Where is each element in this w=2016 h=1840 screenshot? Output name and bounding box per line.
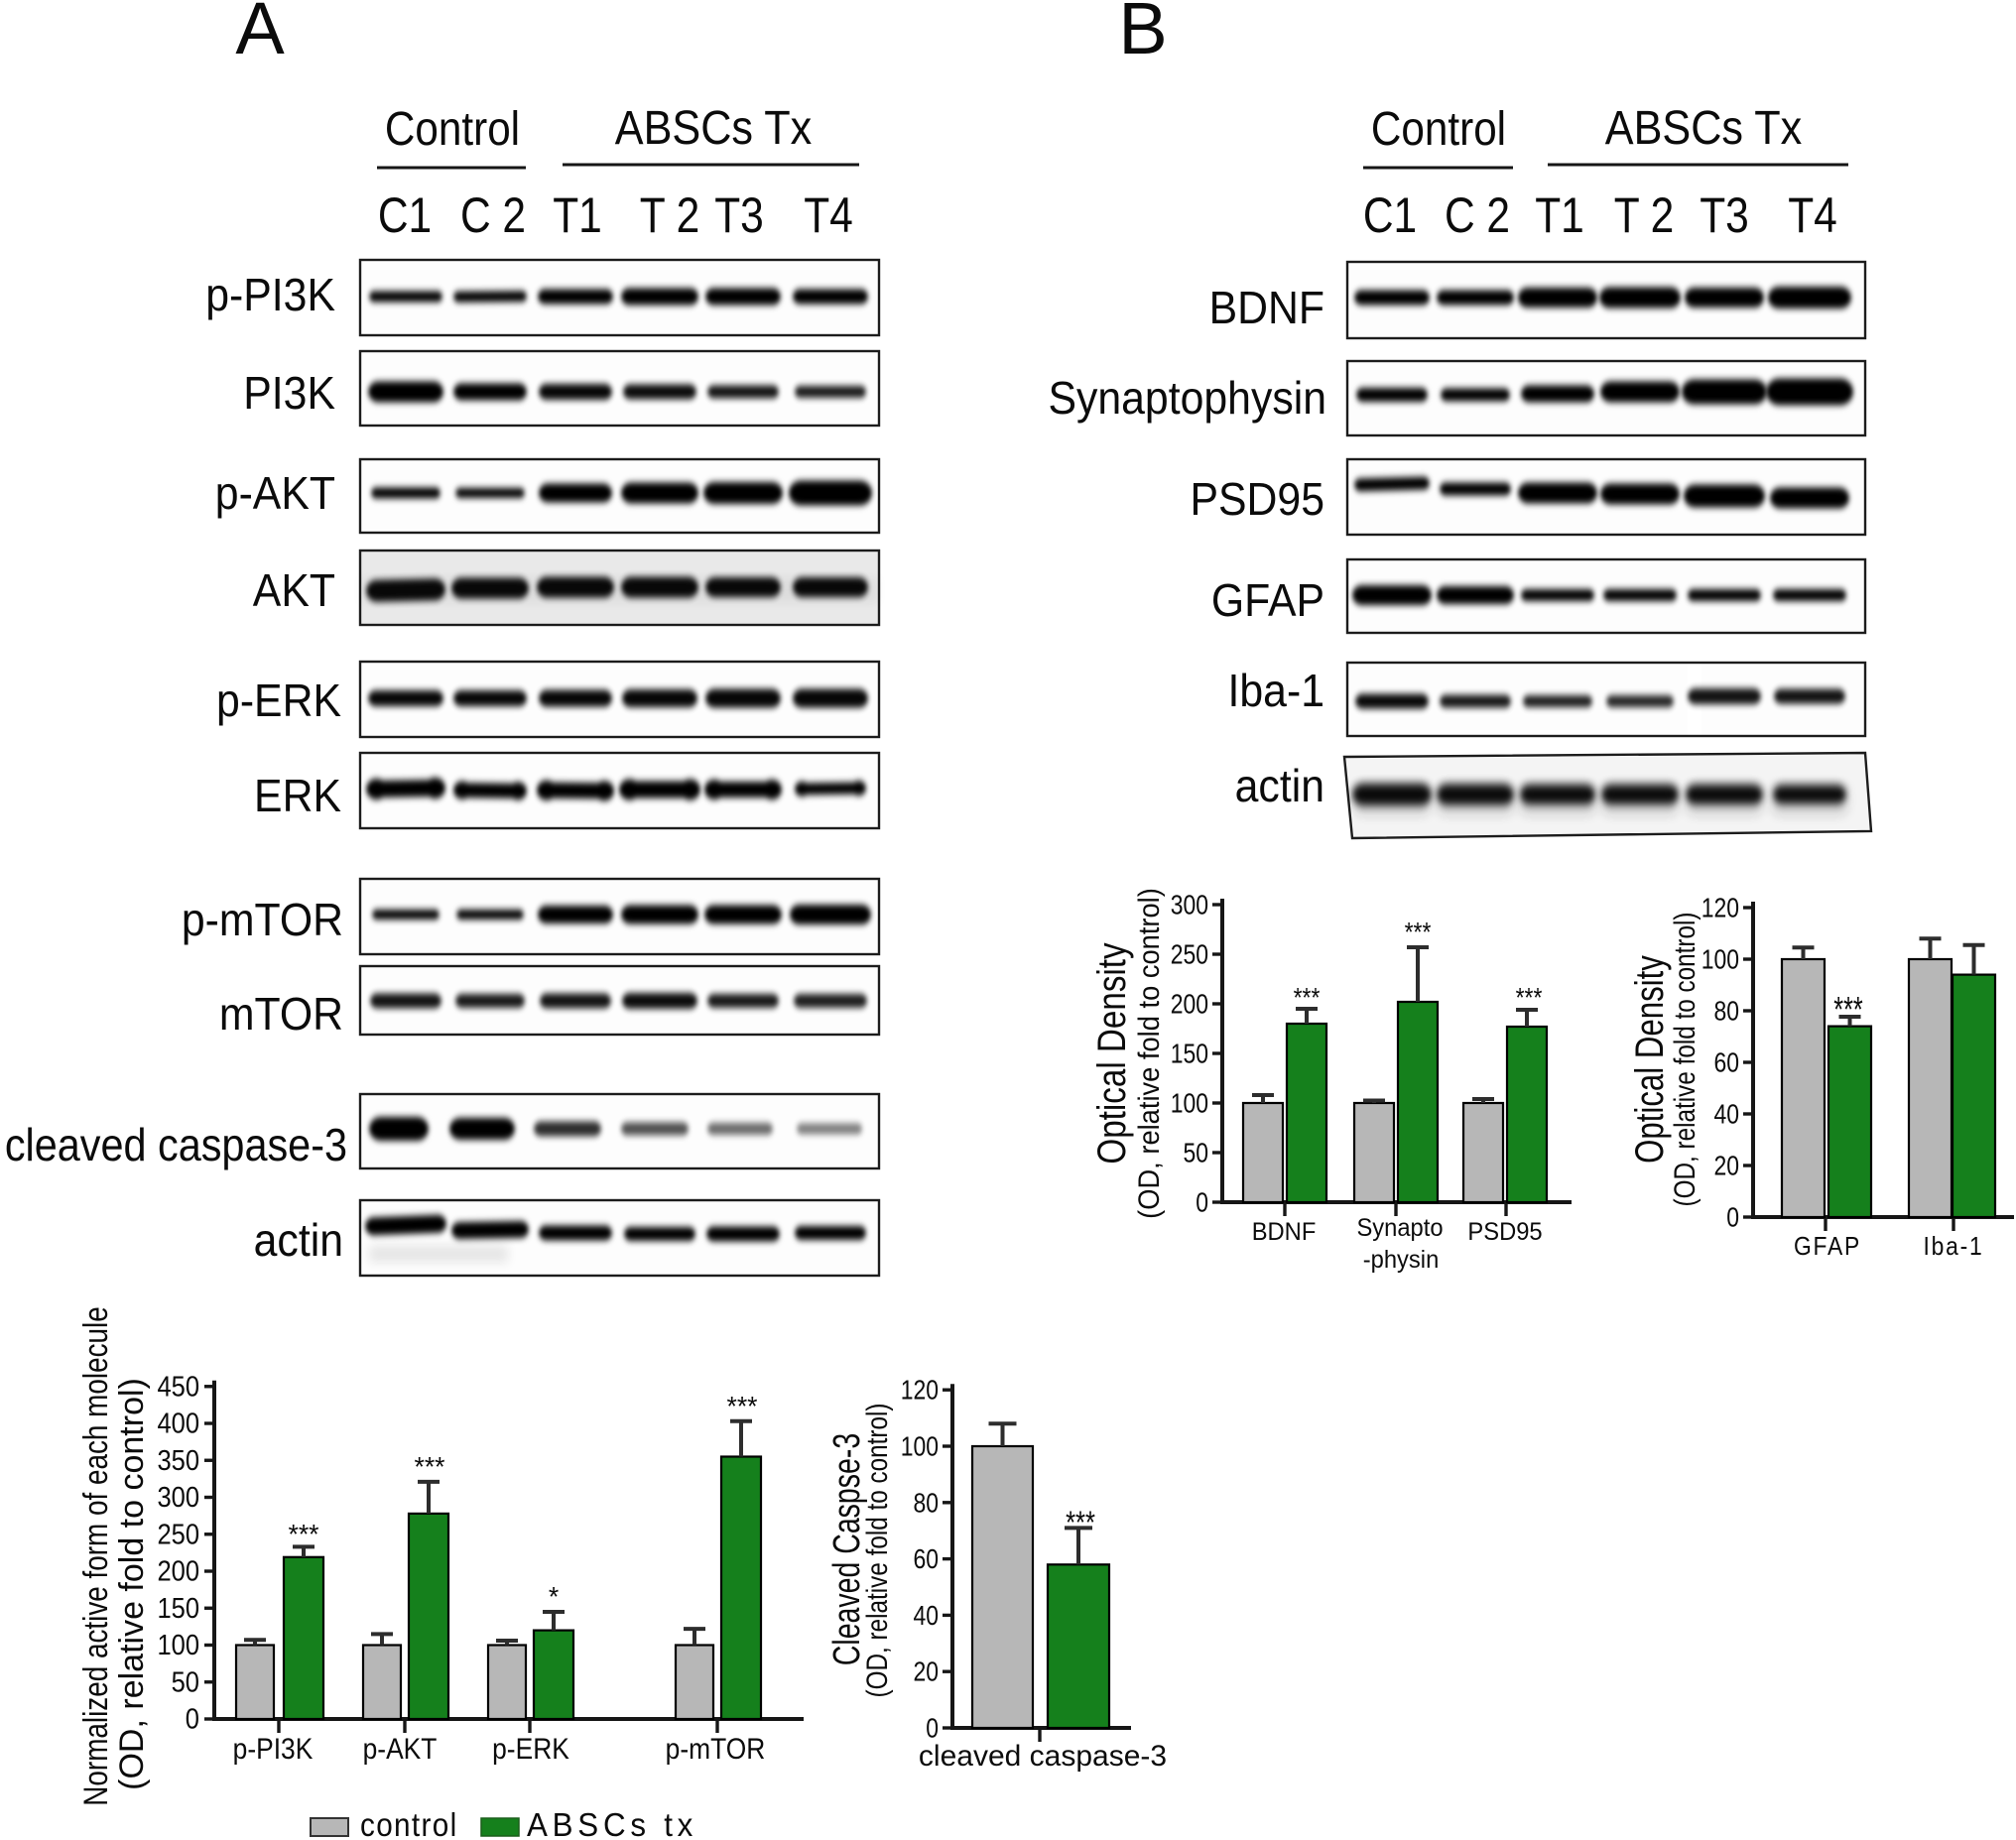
svg-text:50: 50 [172,1665,199,1698]
svg-text:(OD, relative fold to control): (OD, relative fold to control) [1668,913,1701,1207]
svg-text:Optical Density: Optical Density [1627,955,1672,1164]
svg-text:PI3K: PI3K [243,369,335,420]
svg-text:actin: actin [254,1216,343,1267]
svg-text:300: 300 [157,1480,199,1513]
svg-text:***: *** [726,1390,757,1421]
svg-text:Normalized active form of each: Normalized active form of each molecule [76,1306,114,1805]
svg-text:***: *** [1405,918,1432,948]
svg-text:450: 450 [157,1370,199,1403]
svg-text:(OD, relative fold to control): (OD, relative fold to control) [1133,888,1166,1219]
svg-text:50: 50 [1183,1138,1208,1168]
svg-text:80: 80 [1713,996,1739,1027]
svg-text:Optical Density: Optical Density [1089,942,1134,1165]
svg-text:100: 100 [901,1431,939,1462]
svg-text:p-ERK: p-ERK [216,676,341,727]
svg-text:300: 300 [1171,890,1208,920]
svg-text:p-ERK: p-ERK [492,1731,569,1765]
svg-text:Control: Control [385,101,520,155]
svg-text:Cleaved Caspse-3: Cleaved Caspse-3 [826,1433,868,1665]
svg-text:GFAP: GFAP [1211,576,1324,627]
svg-text:150: 150 [157,1591,199,1624]
svg-text:0: 0 [1726,1202,1739,1233]
svg-text:p-PI3K: p-PI3K [205,271,335,321]
svg-text:C1: C1 [1363,187,1417,243]
svg-text:BDNF: BDNF [1252,1218,1317,1246]
svg-text:cleaved caspase-3: cleaved caspase-3 [5,1120,347,1171]
svg-text:0: 0 [1196,1187,1208,1218]
svg-text:150: 150 [1171,1039,1208,1069]
svg-text:***: *** [414,1450,444,1482]
svg-text:***: *** [1833,990,1862,1031]
svg-text:mTOR: mTOR [219,990,343,1041]
svg-text:T3: T3 [714,187,764,243]
svg-text:actin: actin [1235,762,1324,812]
svg-text:350: 350 [157,1443,199,1476]
svg-text:p-mTOR: p-mTOR [666,1731,766,1765]
svg-text:100: 100 [1171,1088,1208,1119]
svg-text:T4: T4 [804,187,853,243]
svg-text:***: *** [1294,983,1321,1014]
svg-text:0: 0 [926,1713,939,1744]
svg-text:100: 100 [1701,944,1739,975]
svg-text:Iba-1: Iba-1 [1228,667,1324,717]
svg-text:T1: T1 [1535,187,1584,243]
svg-text:Control: Control [1371,101,1506,155]
svg-text:p-AKT: p-AKT [215,469,335,520]
svg-text:*: * [549,1580,560,1612]
svg-text:cleaved caspase-3: cleaved caspase-3 [919,1740,1167,1773]
svg-text:0: 0 [186,1702,199,1735]
svg-text:***: *** [1516,983,1543,1014]
svg-text:T4: T4 [1788,187,1837,243]
svg-text:120: 120 [1701,893,1739,923]
svg-text:ABSCs Tx: ABSCs Tx [1605,101,1803,155]
svg-text:20: 20 [1713,1151,1739,1181]
svg-text:(OD, relative fold to control): (OD, relative fold to control) [860,1404,894,1698]
svg-text:B: B [1118,0,1167,69]
svg-text:C 2: C 2 [460,187,526,243]
svg-text:T 2: T 2 [1614,187,1675,243]
svg-text:p-mTOR: p-mTOR [182,896,343,946]
svg-text:C 2: C 2 [1445,187,1510,243]
svg-text:200: 200 [157,1554,199,1587]
svg-text:BDNF: BDNF [1209,284,1324,334]
svg-text:T1: T1 [553,187,602,243]
svg-text:ABSCs tx: ABSCs tx [527,1806,697,1840]
svg-text:40: 40 [913,1601,939,1632]
svg-text:250: 250 [157,1518,199,1550]
svg-text:Synaptophysin: Synaptophysin [1048,374,1326,425]
svg-text:ERK: ERK [254,772,341,822]
svg-text:Synapto: Synapto [1356,1214,1443,1242]
svg-text:T 2: T 2 [640,187,700,243]
svg-text:C1: C1 [378,187,432,243]
svg-text:ABSCs Tx: ABSCs Tx [615,101,813,155]
svg-text:40: 40 [1713,1099,1739,1130]
svg-text:60: 60 [1713,1047,1739,1078]
svg-text:(OD, relative fold to control): (OD, relative fold to control) [113,1378,151,1790]
svg-text:-physin: -physin [1363,1246,1440,1274]
svg-text:***: *** [288,1518,318,1549]
svg-text:400: 400 [157,1407,199,1439]
svg-text:p-PI3K: p-PI3K [233,1731,314,1765]
svg-text:Iba-1: Iba-1 [1924,1233,1984,1262]
svg-text:T3: T3 [1700,187,1749,243]
svg-text:60: 60 [913,1544,939,1575]
svg-text:PSD95: PSD95 [1190,475,1324,526]
svg-text:PSD95: PSD95 [1467,1218,1542,1246]
svg-text:A: A [235,0,285,69]
svg-text:control: control [360,1807,458,1840]
svg-text:120: 120 [901,1376,939,1407]
svg-text:p-AKT: p-AKT [363,1731,438,1765]
svg-text:250: 250 [1171,939,1208,970]
svg-text:200: 200 [1171,989,1208,1020]
svg-text:***: *** [1066,1506,1095,1540]
svg-text:80: 80 [913,1488,939,1519]
svg-text:100: 100 [157,1628,199,1660]
svg-text:20: 20 [913,1657,939,1688]
svg-text:GFAP: GFAP [1794,1233,1861,1262]
svg-text:AKT: AKT [253,566,335,617]
